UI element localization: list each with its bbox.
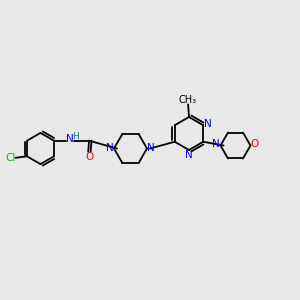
Text: Cl: Cl (5, 153, 15, 163)
Text: H: H (73, 132, 79, 141)
Text: N: N (185, 150, 193, 160)
Text: CH₃: CH₃ (179, 94, 197, 105)
Text: N: N (106, 142, 114, 153)
Text: O: O (250, 139, 259, 149)
Text: N: N (204, 119, 212, 129)
Text: N: N (66, 134, 74, 145)
Text: N: N (147, 142, 155, 153)
Text: O: O (85, 152, 94, 162)
Text: N: N (212, 139, 220, 149)
